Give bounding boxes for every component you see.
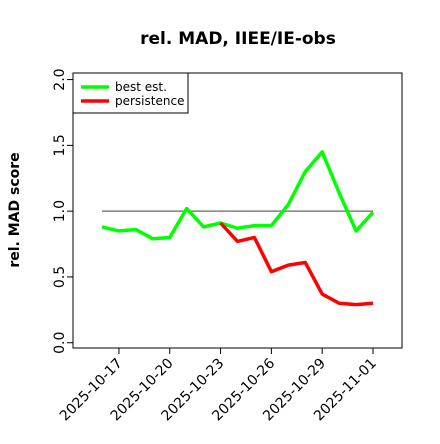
y-tick-label: 2.0 (52, 68, 68, 90)
chart-title: rel. MAD, IIEE/IE-obs (140, 29, 336, 49)
plot-frame (72, 72, 403, 349)
y-tick-label: 0.5 (52, 266, 68, 288)
series-line (101, 150, 375, 241)
legend-label: best est. (115, 80, 167, 94)
y-tick-label: 1.5 (52, 134, 68, 156)
y-tick-label: 0.0 (52, 332, 68, 354)
legend-box (72, 72, 189, 114)
series-line (219, 221, 374, 307)
y-axis-label: rel. MAD score (7, 152, 23, 267)
legend-label: persistence (115, 94, 184, 108)
y-tick-label: 1.0 (52, 200, 68, 222)
